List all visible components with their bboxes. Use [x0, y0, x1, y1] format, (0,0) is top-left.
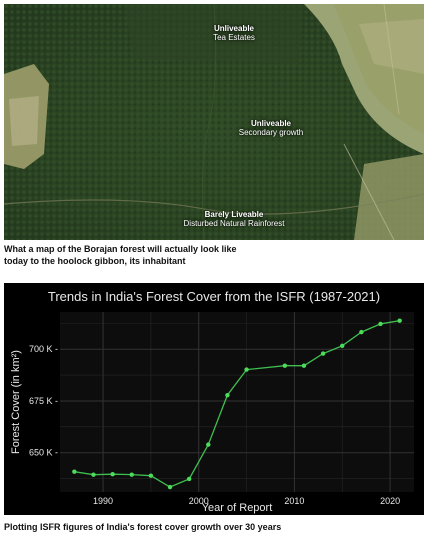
data-point: [282, 363, 288, 368]
map-caption-line-1: What a map of the Borajan forest will ac…: [4, 244, 237, 254]
map-label-sub: Disturbed Natural Rainforest: [183, 219, 285, 229]
data-point: [186, 476, 192, 482]
forest-cover-chart-svg: 1990 2000 2010 2020 650 K - 675 K - 700 K - Tr…: [4, 283, 424, 515]
data-point: [225, 392, 230, 398]
map-label-secondary-growth: Unliveable Secondary growth: [226, 119, 316, 137]
data-point: [148, 473, 154, 478]
y-tick-label: 675 K -: [29, 396, 58, 406]
satellite-map-graphic: [4, 4, 424, 240]
map-label-rainforest: Barely Liveable Disturbed Natural Rainfo…: [164, 210, 304, 228]
plot-area: [60, 312, 414, 492]
data-point: [129, 472, 134, 477]
x-tick-label: 2010: [284, 496, 304, 506]
data-point: [378, 321, 383, 327]
map-caption: What a map of the Borajan forest will ac…: [4, 243, 237, 267]
map-label-sub: Tea Estates: [213, 33, 255, 43]
x-tick-label: 1990: [93, 496, 113, 506]
data-point: [301, 363, 307, 368]
data-point: [110, 472, 115, 477]
data-point: [397, 318, 402, 323]
y-tick-label: 650 K -: [29, 448, 58, 458]
forest-cover-chart: 1990 2000 2010 2020 650 K - 675 K - 700 K - Tr…: [4, 283, 424, 515]
x-axis-label: Year of Report: [202, 502, 273, 514]
chart-caption: Plotting ISFR figures of India's forest …: [4, 522, 282, 532]
data-point: [206, 442, 211, 447]
data-point: [167, 484, 173, 490]
chart-title: Trends in India's Forest Cover from the …: [48, 289, 380, 304]
y-axis-label: Forest Cover (in km²): [10, 350, 22, 454]
data-point: [244, 367, 249, 372]
map-label-heading: Unliveable: [250, 119, 291, 128]
x-tick-label: 2020: [380, 496, 400, 506]
data-point: [320, 351, 326, 356]
y-tick-label: 700 K -: [29, 344, 58, 354]
map-label-sub: Secondary growth: [238, 128, 304, 138]
data-point: [340, 343, 345, 348]
map-label-heading: Unliveable: [213, 24, 254, 33]
data-point: [91, 472, 96, 477]
satellite-map-image: Unliveable Tea Estates Unliveable Second…: [4, 4, 424, 240]
data-point: [359, 329, 364, 335]
map-label-heading: Barely Liveable: [204, 210, 264, 219]
map-caption-line-2: today to the hoolock gibbon, its inhabit…: [4, 256, 186, 266]
data-point: [72, 469, 77, 474]
x-tick-label: 2000: [189, 496, 209, 506]
map-label-tea-estates: Unliveable Tea Estates: [194, 24, 274, 42]
